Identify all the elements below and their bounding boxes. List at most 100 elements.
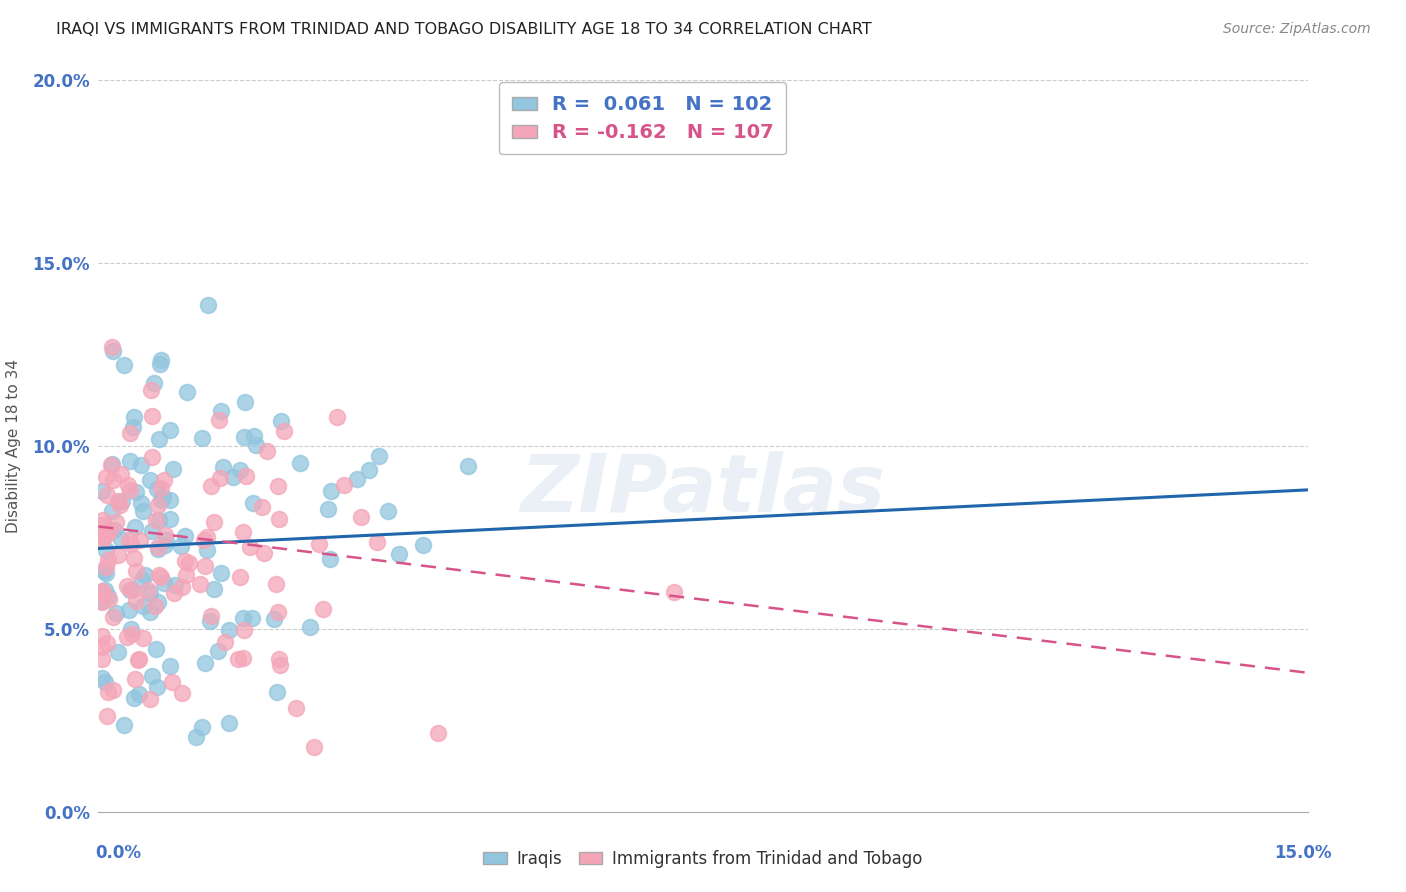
Point (148, 498, 170, 512)
Point (129, 458, 152, 473)
Point (124, 520, 146, 534)
Point (377, 503, 399, 517)
Point (218, 624, 240, 638)
Point (207, 644, 229, 658)
Point (91, 584, 114, 599)
Point (121, 583, 143, 598)
Point (120, 622, 142, 636)
Point (122, 551, 145, 566)
Point (346, 472, 368, 486)
Point (91, 595, 114, 609)
Point (232, 611, 254, 625)
Point (101, 504, 124, 518)
Point (120, 483, 142, 497)
Point (107, 548, 129, 562)
Point (91, 652, 114, 666)
Point (209, 404, 232, 418)
Point (233, 394, 256, 409)
Point (96, 488, 118, 502)
Point (218, 716, 240, 731)
Point (170, 685, 193, 699)
Point (141, 450, 163, 465)
Point (91, 671, 114, 685)
Point (190, 576, 212, 591)
Point (91, 629, 114, 643)
Point (163, 585, 186, 599)
Point (104, 515, 127, 529)
Point (101, 473, 124, 487)
Point (176, 384, 198, 399)
Point (240, 611, 263, 625)
Point (174, 529, 197, 543)
Point (96, 559, 118, 574)
Point (91, 586, 114, 600)
Point (388, 547, 411, 561)
Point (319, 552, 342, 566)
Point (139, 473, 162, 487)
Point (245, 438, 267, 452)
Point (159, 659, 181, 673)
Point (132, 599, 155, 614)
Point (273, 425, 295, 439)
Point (232, 651, 254, 665)
Point (226, 652, 249, 666)
Point (243, 428, 266, 442)
Point (141, 524, 163, 538)
Point (143, 376, 166, 390)
Point (264, 576, 287, 591)
Legend: R =  0.061   N = 102, R = -0.162   N = 107: R = 0.061 N = 102, R = -0.162 N = 107 (499, 82, 786, 154)
Point (350, 509, 373, 524)
Point (308, 537, 330, 551)
Point (427, 725, 450, 739)
Point (118, 454, 141, 468)
Point (97, 590, 120, 604)
Point (145, 642, 167, 657)
Point (662, 585, 685, 599)
Point (101, 682, 124, 697)
Point (138, 692, 160, 706)
Point (139, 586, 162, 600)
Point (91, 528, 114, 542)
Point (125, 594, 148, 608)
Point (202, 582, 225, 596)
Point (91, 528, 114, 542)
Point (173, 553, 195, 567)
Point (136, 583, 159, 598)
Point (97, 685, 120, 699)
Point (117, 478, 139, 492)
Point (253, 546, 276, 560)
Point (132, 504, 155, 518)
Point (165, 578, 187, 592)
Point (266, 685, 288, 699)
Point (128, 652, 150, 666)
Point (266, 605, 288, 619)
Point (198, 614, 221, 628)
Text: 0.0%: 0.0% (96, 844, 142, 862)
Point (269, 651, 291, 665)
Point (242, 496, 264, 510)
Point (100, 458, 122, 473)
Point (191, 720, 214, 734)
Point (91, 593, 114, 607)
Point (211, 460, 233, 475)
Point (143, 599, 166, 613)
Point (110, 499, 132, 513)
Point (145, 513, 167, 527)
Point (194, 558, 217, 573)
Point (252, 500, 274, 514)
Point (229, 462, 252, 476)
Point (197, 298, 219, 312)
Point (146, 595, 169, 609)
Point (270, 414, 292, 428)
Point (146, 541, 169, 556)
Point (118, 582, 141, 597)
Point (195, 530, 218, 544)
Point (93, 564, 115, 578)
Point (150, 353, 173, 368)
Point (359, 463, 381, 477)
Point (191, 431, 214, 445)
Point (110, 532, 132, 546)
Point (162, 462, 184, 476)
Point (125, 565, 148, 579)
Point (129, 533, 152, 547)
